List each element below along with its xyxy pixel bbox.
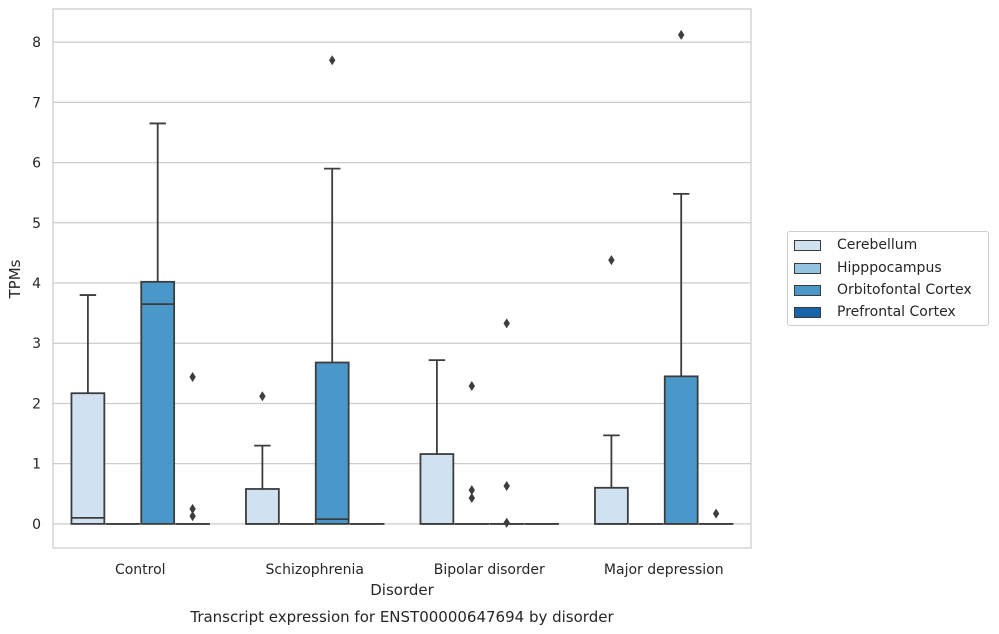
legend-item-prefrontal-cortex: Prefrontal Cortex [794, 302, 956, 322]
y-tick-label: 6 [32, 156, 41, 172]
x-axis-label: Disorder [370, 581, 434, 599]
box [594, 486, 629, 525]
y-tick-label: 8 [32, 35, 41, 51]
outlier-point [678, 29, 685, 40]
y-tick-label: 7 [32, 95, 41, 111]
box [70, 392, 106, 525]
box-group [663, 29, 699, 525]
box-marks [70, 29, 734, 528]
box-group [140, 122, 176, 525]
legend-swatch-prefrontal-cortex [794, 306, 821, 318]
outlier-point [503, 517, 510, 528]
box-group [594, 255, 629, 525]
outlier-point [468, 380, 475, 391]
legend-swatch-hippocampus [794, 262, 821, 274]
box-group [175, 371, 210, 525]
box [663, 375, 699, 525]
legend-item-cerebellum: Cerebellum [794, 235, 917, 255]
outlier-point [468, 493, 475, 504]
plot-area-frame [52, 8, 752, 549]
legend-item-hippocampus: Hipppocampus [794, 258, 942, 278]
y-tick-label: 5 [32, 216, 41, 232]
x-tick-label: Schizophrenia [266, 562, 364, 578]
x-tick-label: Major depression [604, 562, 724, 578]
y-tick-label: 3 [32, 336, 41, 352]
legend-swatch-orbitofrontal-cortex [794, 284, 821, 296]
x-tick-label: Control [115, 562, 166, 578]
legend: Cerebellum Hipppocampus Orbitofontal Cor… [787, 231, 989, 326]
y-tick-labels: 0 1 2 3 4 5 6 7 8 [32, 35, 41, 533]
box-group [454, 380, 490, 525]
legend-label-prefrontal-cortex: Prefrontal Cortex [837, 304, 956, 320]
box [140, 280, 176, 525]
x-tick-labels: Control Schizophrenia Bipolar disorder Majo… [115, 562, 724, 578]
outlier-point [259, 391, 266, 402]
outlier-point [189, 503, 196, 514]
legend-swatch-cerebellum [794, 239, 821, 251]
box-group [419, 359, 455, 525]
y-tick-label: 1 [32, 457, 41, 473]
outlier-point [329, 55, 336, 66]
y-tick-label: 4 [32, 276, 41, 292]
box [245, 488, 280, 525]
box-group [70, 294, 106, 525]
legend-label-cerebellum: Cerebellum [837, 237, 918, 253]
outlier-point [503, 480, 510, 491]
box-group [698, 508, 734, 525]
legend-item-orbitofrontal-cortex: Orbitofontal Cortex [794, 280, 972, 300]
legend-label-orbitofrontal-cortex: Orbitofontal Cortex [837, 282, 972, 298]
outlier-point [468, 485, 475, 496]
outlier-point [608, 255, 615, 266]
box [314, 361, 350, 525]
legend-label-hippocampus: Hipppocampus [837, 260, 942, 276]
box-group [245, 391, 280, 525]
outlier-point [189, 511, 196, 522]
outlier-point [712, 508, 720, 519]
y-tick-label: 2 [32, 396, 41, 412]
y-axis-label: TPMs [6, 259, 24, 299]
outlier-point [503, 318, 510, 329]
y-tick-label: 0 [32, 517, 41, 533]
chart-caption: Transcript expression for ENST0000064769… [189, 608, 614, 626]
x-tick-label: Bipolar disorder [434, 562, 545, 578]
box [419, 453, 455, 525]
box-group [489, 318, 525, 528]
box-group [314, 55, 350, 525]
outlier-point [189, 371, 196, 382]
